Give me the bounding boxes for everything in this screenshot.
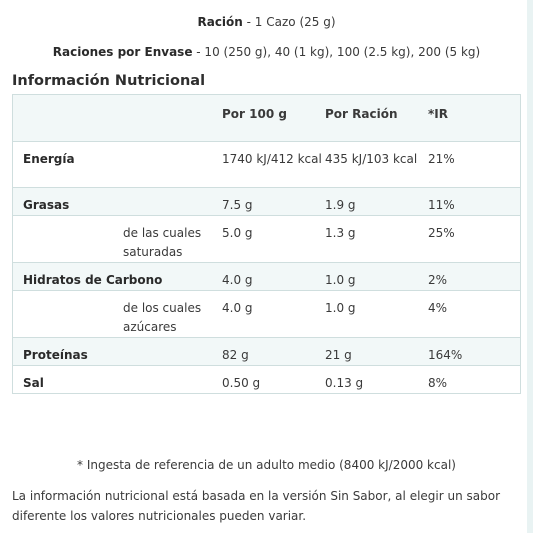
value-ir: 11% bbox=[428, 187, 521, 216]
nutrient-name: de los cuales azúcares bbox=[12, 290, 222, 338]
value-ir: 2% bbox=[428, 262, 521, 291]
value-ir: 164% bbox=[428, 337, 521, 366]
servings-per-container-label: Raciones por Envase bbox=[52, 45, 193, 59]
nutrient-name: de las cuales saturadas bbox=[12, 215, 222, 263]
value-per-100g: 4.0 g bbox=[222, 290, 325, 338]
section-title: Información Nutricional bbox=[12, 73, 206, 89]
servings-per-container: Raciones por Envase - 10 (250 g), 40 (1 … bbox=[0, 45, 533, 59]
reference-intake-footnote: * Ingesta de referencia de un adulto med… bbox=[77, 458, 456, 472]
value-ir: 21% bbox=[428, 141, 521, 188]
header-per-serving: Por Ración bbox=[325, 94, 428, 142]
table-row: Proteínas 82 g 21 g 164% bbox=[12, 337, 521, 366]
value-per-serving: 1.9 g bbox=[325, 187, 428, 216]
flavor-disclaimer: La información nutricional está basada e… bbox=[12, 489, 501, 523]
serving-size-label: Ración bbox=[197, 15, 243, 29]
value-per-serving: 1.0 g bbox=[325, 262, 428, 291]
value-per-serving: 21 g bbox=[325, 337, 428, 366]
nutrient-name: Sal bbox=[12, 365, 222, 394]
table-row: Sal 0.50 g 0.13 g 8% bbox=[12, 365, 521, 394]
header-per-100g: Por 100 g bbox=[222, 94, 325, 142]
nutrition-table: Por 100 g Por Ración *IR Energía 1740 kJ… bbox=[12, 94, 521, 394]
value-per-100g: 82 g bbox=[222, 337, 325, 366]
table-row: Hidratos de Carbono 4.0 g 1.0 g 2% bbox=[12, 262, 521, 291]
nutrient-name: Hidratos de Carbono bbox=[12, 262, 222, 291]
value-per-100g: 5.0 g bbox=[222, 215, 325, 263]
servings-per-container-value: - 10 (250 g), 40 (1 kg), 100 (2.5 kg), 2… bbox=[192, 45, 481, 59]
value-per-serving: 1.0 g bbox=[325, 290, 428, 338]
serving-size: Ración - 1 Cazo (25 g) bbox=[0, 15, 533, 29]
table-row: Grasas 7.5 g 1.9 g 11% bbox=[12, 187, 521, 216]
value-per-serving: 1.3 g bbox=[325, 215, 428, 263]
table-header-row: Por 100 g Por Ración *IR bbox=[12, 94, 521, 142]
value-ir: 25% bbox=[428, 215, 521, 263]
header-ir: *IR bbox=[428, 94, 521, 142]
value-per-serving: 435 kJ/103 kcal bbox=[325, 141, 428, 188]
table-row: de los cuales azúcares 4.0 g 1.0 g 4% bbox=[12, 290, 521, 338]
header-nutrient bbox=[12, 94, 222, 142]
table-row: de las cuales saturadas 5.0 g 1.3 g 25% bbox=[12, 215, 521, 263]
right-edge-strip bbox=[527, 0, 533, 533]
nutrient-name: Energía bbox=[12, 141, 222, 188]
table-row: Energía 1740 kJ/412 kcal 435 kJ/103 kcal… bbox=[12, 141, 521, 188]
value-per-100g: 4.0 g bbox=[222, 262, 325, 291]
value-per-serving: 0.13 g bbox=[325, 365, 428, 394]
value-per-100g: 0.50 g bbox=[222, 365, 325, 394]
value-ir: 8% bbox=[428, 365, 521, 394]
nutrient-name: Proteínas bbox=[12, 337, 222, 366]
nutrient-name: Grasas bbox=[12, 187, 222, 216]
value-per-100g: 7.5 g bbox=[222, 187, 325, 216]
value-per-100g: 1740 kJ/412 kcal bbox=[222, 141, 325, 188]
serving-size-value: - 1 Cazo (25 g) bbox=[242, 15, 336, 29]
value-ir: 4% bbox=[428, 290, 521, 338]
